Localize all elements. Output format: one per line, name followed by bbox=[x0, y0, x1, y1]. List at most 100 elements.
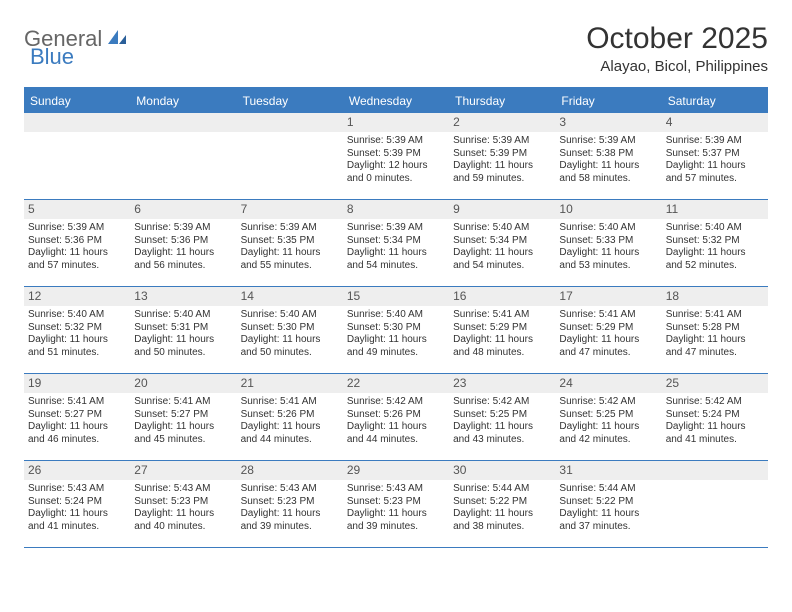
daylight-line: Daylight: 11 hours and 51 minutes. bbox=[28, 334, 126, 359]
sunrise-line: Sunrise: 5:44 AM bbox=[559, 483, 657, 496]
day-number: 16 bbox=[449, 287, 555, 306]
daylight-line: Daylight: 11 hours and 53 minutes. bbox=[559, 247, 657, 272]
day-number: 12 bbox=[24, 287, 130, 306]
day-number: 4 bbox=[662, 113, 768, 132]
day-header-row: SundayMondayTuesdayWednesdayThursdayFrid… bbox=[24, 89, 768, 113]
day-body: Sunrise: 5:39 AMSunset: 5:37 PMDaylight:… bbox=[662, 132, 768, 189]
day-body: Sunrise: 5:40 AMSunset: 5:31 PMDaylight:… bbox=[130, 306, 236, 363]
daylight-line: Daylight: 11 hours and 56 minutes. bbox=[134, 247, 232, 272]
day-cell: 30Sunrise: 5:44 AMSunset: 5:22 PMDayligh… bbox=[449, 461, 555, 547]
day-body: Sunrise: 5:42 AMSunset: 5:26 PMDaylight:… bbox=[343, 393, 449, 450]
day-number: 6 bbox=[130, 200, 236, 219]
sunset-line: Sunset: 5:24 PM bbox=[28, 496, 126, 509]
daylight-line: Daylight: 11 hours and 54 minutes. bbox=[347, 247, 445, 272]
sunrise-line: Sunrise: 5:40 AM bbox=[28, 309, 126, 322]
day-cell: 27Sunrise: 5:43 AMSunset: 5:23 PMDayligh… bbox=[130, 461, 236, 547]
title-block: October 2025 Alayao, Bicol, Philippines bbox=[586, 22, 768, 75]
daylight-line: Daylight: 11 hours and 50 minutes. bbox=[241, 334, 339, 359]
sunset-line: Sunset: 5:39 PM bbox=[347, 148, 445, 161]
day-cell: 25Sunrise: 5:42 AMSunset: 5:24 PMDayligh… bbox=[662, 374, 768, 460]
day-number: 24 bbox=[555, 374, 661, 393]
daylight-line: Daylight: 11 hours and 39 minutes. bbox=[241, 508, 339, 533]
week-row: 19Sunrise: 5:41 AMSunset: 5:27 PMDayligh… bbox=[24, 374, 768, 461]
day-number: 10 bbox=[555, 200, 661, 219]
day-body: Sunrise: 5:39 AMSunset: 5:38 PMDaylight:… bbox=[555, 132, 661, 189]
day-cell: 7Sunrise: 5:39 AMSunset: 5:35 PMDaylight… bbox=[237, 200, 343, 286]
daylight-line: Daylight: 11 hours and 44 minutes. bbox=[241, 421, 339, 446]
day-cell bbox=[24, 113, 130, 199]
sunrise-line: Sunrise: 5:39 AM bbox=[559, 135, 657, 148]
sunset-line: Sunset: 5:30 PM bbox=[241, 322, 339, 335]
location: Alayao, Bicol, Philippines bbox=[586, 58, 768, 75]
day-cell: 14Sunrise: 5:40 AMSunset: 5:30 PMDayligh… bbox=[237, 287, 343, 373]
day-body: Sunrise: 5:40 AMSunset: 5:30 PMDaylight:… bbox=[343, 306, 449, 363]
day-header: Tuesday bbox=[237, 89, 343, 113]
day-body: Sunrise: 5:43 AMSunset: 5:23 PMDaylight:… bbox=[343, 480, 449, 537]
sunrise-line: Sunrise: 5:42 AM bbox=[347, 396, 445, 409]
day-cell: 28Sunrise: 5:43 AMSunset: 5:23 PMDayligh… bbox=[237, 461, 343, 547]
sunset-line: Sunset: 5:32 PM bbox=[666, 235, 764, 248]
sunset-line: Sunset: 5:29 PM bbox=[559, 322, 657, 335]
day-header: Wednesday bbox=[343, 89, 449, 113]
daylight-line: Daylight: 11 hours and 40 minutes. bbox=[134, 508, 232, 533]
day-body: Sunrise: 5:39 AMSunset: 5:36 PMDaylight:… bbox=[130, 219, 236, 276]
day-number: 29 bbox=[343, 461, 449, 480]
sunrise-line: Sunrise: 5:41 AM bbox=[134, 396, 232, 409]
sunrise-line: Sunrise: 5:41 AM bbox=[559, 309, 657, 322]
week-row: 1Sunrise: 5:39 AMSunset: 5:39 PMDaylight… bbox=[24, 113, 768, 200]
sunset-line: Sunset: 5:32 PM bbox=[28, 322, 126, 335]
day-number: 15 bbox=[343, 287, 449, 306]
sunset-line: Sunset: 5:38 PM bbox=[559, 148, 657, 161]
sunset-line: Sunset: 5:35 PM bbox=[241, 235, 339, 248]
day-number: 9 bbox=[449, 200, 555, 219]
sunset-line: Sunset: 5:33 PM bbox=[559, 235, 657, 248]
sunset-line: Sunset: 5:26 PM bbox=[347, 409, 445, 422]
day-cell: 21Sunrise: 5:41 AMSunset: 5:26 PMDayligh… bbox=[237, 374, 343, 460]
day-cell: 24Sunrise: 5:42 AMSunset: 5:25 PMDayligh… bbox=[555, 374, 661, 460]
daylight-line: Daylight: 11 hours and 47 minutes. bbox=[666, 334, 764, 359]
day-body: Sunrise: 5:44 AMSunset: 5:22 PMDaylight:… bbox=[555, 480, 661, 537]
day-cell: 8Sunrise: 5:39 AMSunset: 5:34 PMDaylight… bbox=[343, 200, 449, 286]
day-cell: 18Sunrise: 5:41 AMSunset: 5:28 PMDayligh… bbox=[662, 287, 768, 373]
sunset-line: Sunset: 5:28 PM bbox=[666, 322, 764, 335]
sunrise-line: Sunrise: 5:41 AM bbox=[666, 309, 764, 322]
sunrise-line: Sunrise: 5:39 AM bbox=[347, 222, 445, 235]
day-header: Thursday bbox=[449, 89, 555, 113]
day-number: 21 bbox=[237, 374, 343, 393]
sunrise-line: Sunrise: 5:39 AM bbox=[241, 222, 339, 235]
day-header: Friday bbox=[555, 89, 661, 113]
day-number: 27 bbox=[130, 461, 236, 480]
day-number: 30 bbox=[449, 461, 555, 480]
day-number: 18 bbox=[662, 287, 768, 306]
sunset-line: Sunset: 5:23 PM bbox=[241, 496, 339, 509]
day-number: 7 bbox=[237, 200, 343, 219]
daylight-line: Daylight: 11 hours and 37 minutes. bbox=[559, 508, 657, 533]
sunrise-line: Sunrise: 5:40 AM bbox=[241, 309, 339, 322]
sunrise-line: Sunrise: 5:43 AM bbox=[241, 483, 339, 496]
daylight-line: Daylight: 11 hours and 57 minutes. bbox=[666, 160, 764, 185]
day-body: Sunrise: 5:41 AMSunset: 5:28 PMDaylight:… bbox=[662, 306, 768, 363]
daylight-line: Daylight: 11 hours and 54 minutes. bbox=[453, 247, 551, 272]
sunset-line: Sunset: 5:27 PM bbox=[28, 409, 126, 422]
daylight-line: Daylight: 12 hours and 0 minutes. bbox=[347, 160, 445, 185]
day-body: Sunrise: 5:43 AMSunset: 5:23 PMDaylight:… bbox=[130, 480, 236, 537]
day-cell bbox=[237, 113, 343, 199]
day-cell: 26Sunrise: 5:43 AMSunset: 5:24 PMDayligh… bbox=[24, 461, 130, 547]
day-body: Sunrise: 5:40 AMSunset: 5:34 PMDaylight:… bbox=[449, 219, 555, 276]
day-cell: 1Sunrise: 5:39 AMSunset: 5:39 PMDaylight… bbox=[343, 113, 449, 199]
day-number: 8 bbox=[343, 200, 449, 219]
day-cell: 23Sunrise: 5:42 AMSunset: 5:25 PMDayligh… bbox=[449, 374, 555, 460]
sunrise-line: Sunrise: 5:39 AM bbox=[134, 222, 232, 235]
week-row: 26Sunrise: 5:43 AMSunset: 5:24 PMDayligh… bbox=[24, 461, 768, 548]
day-body: Sunrise: 5:42 AMSunset: 5:25 PMDaylight:… bbox=[555, 393, 661, 450]
day-cell: 29Sunrise: 5:43 AMSunset: 5:23 PMDayligh… bbox=[343, 461, 449, 547]
day-number: 13 bbox=[130, 287, 236, 306]
sunset-line: Sunset: 5:22 PM bbox=[453, 496, 551, 509]
day-cell: 4Sunrise: 5:39 AMSunset: 5:37 PMDaylight… bbox=[662, 113, 768, 199]
sunset-line: Sunset: 5:23 PM bbox=[347, 496, 445, 509]
daylight-line: Daylight: 11 hours and 41 minutes. bbox=[28, 508, 126, 533]
day-body: Sunrise: 5:39 AMSunset: 5:39 PMDaylight:… bbox=[343, 132, 449, 189]
logo-sail-icon bbox=[106, 26, 128, 52]
sunset-line: Sunset: 5:36 PM bbox=[134, 235, 232, 248]
day-body: Sunrise: 5:42 AMSunset: 5:24 PMDaylight:… bbox=[662, 393, 768, 450]
